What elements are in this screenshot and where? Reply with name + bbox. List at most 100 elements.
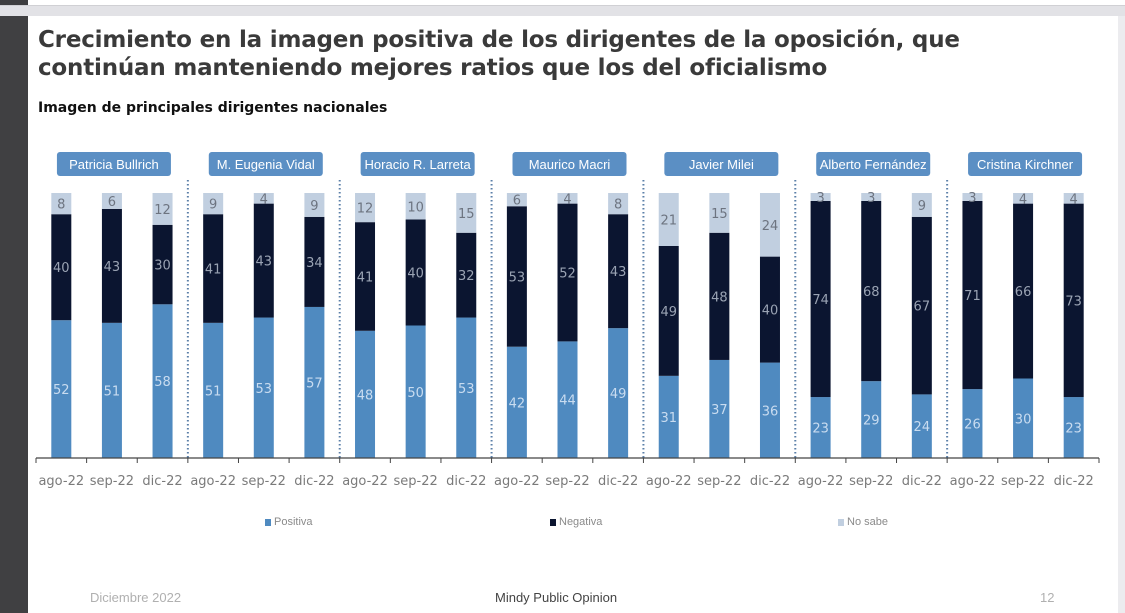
bar-label-negativa: 52 <box>559 267 576 282</box>
bar-label-positiva: 31 <box>660 411 677 426</box>
bar-label-negativa: 34 <box>306 256 323 271</box>
bar-segment-positiva <box>456 317 477 458</box>
x-tick-label: dic-22 <box>446 474 486 489</box>
bar-segment-negativa <box>810 200 831 398</box>
bar-label-positiva: 53 <box>256 382 273 397</box>
bar-segment-no-sabe <box>456 193 477 233</box>
group-pill-0 <box>56 152 171 176</box>
x-tick-label: dic-22 <box>598 474 638 489</box>
bar-label-negativa: 40 <box>407 267 424 282</box>
bar-segment-no-sabe <box>861 193 882 201</box>
bar-label-no-sabe: 8 <box>57 198 65 213</box>
bar-segment-no-sabe <box>152 193 173 225</box>
bar-segment-no-sabe <box>506 193 527 207</box>
legend-label-positiva: Positiva <box>274 516 313 528</box>
x-tick-label: sep-22 <box>545 474 589 489</box>
slide-gap <box>0 6 1125 16</box>
bar-segment-positiva <box>1063 397 1084 458</box>
bar-label-positiva: 23 <box>812 422 829 437</box>
bar-label-negativa: 53 <box>509 270 526 285</box>
bar-segment-positiva <box>1013 378 1034 458</box>
bar-segment-negativa <box>355 222 376 331</box>
previous-slide-edge <box>0 0 1125 6</box>
bar-label-positiva: 51 <box>205 384 222 399</box>
bar-label-negativa: 43 <box>610 265 627 280</box>
group-pill-4 <box>664 152 779 176</box>
chart-subtitle: Imagen de principales dirigentes naciona… <box>38 100 388 116</box>
x-tick-label: ago-22 <box>798 474 844 489</box>
bar-segment-no-sabe <box>1013 193 1034 204</box>
bar-segment-positiva <box>51 320 72 458</box>
slide-left-border <box>0 16 28 613</box>
bar-segment-positiva <box>152 304 173 458</box>
x-tick-label: ago-22 <box>342 474 388 489</box>
legend-swatch-no-sabe <box>838 518 844 526</box>
bar-label-no-sabe: 8 <box>614 198 622 213</box>
scrollbar[interactable] <box>1118 16 1125 613</box>
bar-segment-no-sabe <box>608 193 629 215</box>
bar-segment-positiva <box>355 330 376 458</box>
bar-label-positiva: 44 <box>559 394 576 409</box>
bar-label-negativa: 49 <box>660 305 677 320</box>
legend-swatch-negativa <box>550 518 556 526</box>
footer-source: Mindy Public Opinion <box>495 590 618 605</box>
bar-label-positiva: 24 <box>914 420 931 435</box>
bar-segment-no-sabe <box>304 193 325 217</box>
footer-page-number: 12 <box>1040 590 1055 605</box>
bar-segment-no-sabe <box>1063 193 1084 204</box>
bar-segment-positiva <box>101 322 122 458</box>
bar-segment-negativa <box>253 203 274 318</box>
bar-label-no-sabe: 6 <box>513 194 521 209</box>
bar-segment-no-sabe <box>911 193 932 217</box>
legend-label-negativa: Negativa <box>559 516 603 528</box>
legend-item-positiva: Positiva <box>265 516 313 528</box>
bar-segment-negativa <box>506 206 527 347</box>
legend-item-negativa: Negativa <box>550 516 602 528</box>
x-tick-label: ago-22 <box>950 474 996 489</box>
bar-label-no-sabe: 15 <box>711 207 728 222</box>
bar-label-no-sabe: 4 <box>1070 192 1078 207</box>
bar-label-positiva: 23 <box>1065 422 1082 437</box>
x-tick-label: sep-22 <box>242 474 286 489</box>
bar-label-positiva: 57 <box>306 376 323 391</box>
bar-label-negativa: 73 <box>1065 294 1082 309</box>
bar-segment-no-sabe <box>658 193 679 246</box>
bar-segment-negativa <box>557 203 578 342</box>
x-tick-label: ago-22 <box>494 474 540 489</box>
legend-label-no-sabe: No sabe <box>847 516 888 528</box>
bar-segment-positiva <box>658 375 679 458</box>
bar-segment-positiva <box>810 397 831 458</box>
footer-date: Diciembre 2022 <box>90 590 182 605</box>
bar-label-no-sabe: 3 <box>968 191 976 206</box>
x-tick-label: dic-22 <box>1054 474 1094 489</box>
group-pill-label: Patricia Bullrich <box>69 157 159 172</box>
bar-label-negativa: 40 <box>762 304 779 319</box>
bar-label-positiva: 51 <box>104 384 121 399</box>
bar-segment-no-sabe <box>759 193 780 257</box>
bar-label-negativa: 41 <box>205 263 222 278</box>
bar-label-no-sabe: 4 <box>1019 192 1027 207</box>
bar-segment-negativa <box>304 216 325 307</box>
group-pill-label: M. Eugenia Vidal <box>217 157 315 172</box>
x-tick-label: sep-22 <box>90 474 134 489</box>
bar-label-no-sabe: 15 <box>458 207 475 222</box>
bar-segment-negativa <box>861 200 882 382</box>
bar-segment-negativa <box>152 224 173 305</box>
x-tick-label: sep-22 <box>697 474 741 489</box>
bar-segment-positiva <box>506 346 527 458</box>
bar-segment-negativa <box>1013 203 1034 379</box>
bar-segment-negativa <box>962 200 983 390</box>
bar-segment-negativa <box>709 232 730 360</box>
bar-segment-no-sabe <box>709 193 730 233</box>
bar-label-positiva: 58 <box>154 375 171 390</box>
bar-label-no-sabe: 12 <box>154 203 171 218</box>
bar-label-positiva: 50 <box>407 386 424 401</box>
bar-segment-negativa <box>759 256 780 363</box>
bar-label-negativa: 41 <box>357 270 374 285</box>
bar-label-no-sabe: 4 <box>563 192 571 207</box>
bar-label-no-sabe: 9 <box>310 199 318 214</box>
bar-label-negativa: 30 <box>154 259 171 274</box>
bar-segment-negativa <box>911 216 932 395</box>
bar-label-no-sabe: 9 <box>918 199 926 214</box>
group-pill-label: Javier Milei <box>689 157 754 172</box>
